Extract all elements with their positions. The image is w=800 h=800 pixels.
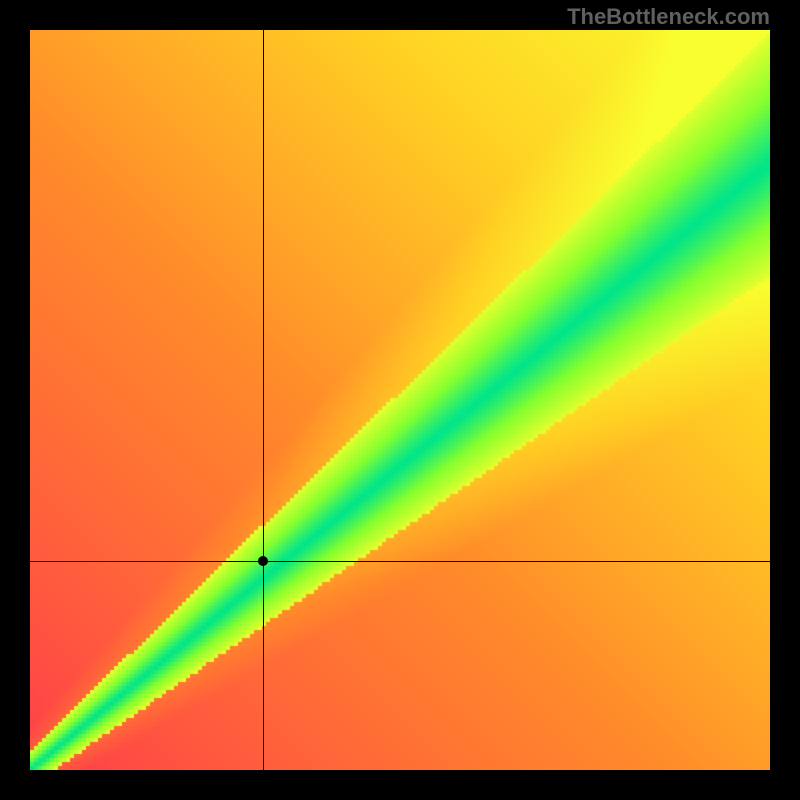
marker-dot bbox=[258, 556, 268, 566]
heatmap-canvas bbox=[30, 30, 770, 770]
crosshair-horizontal bbox=[30, 561, 770, 562]
crosshair-vertical bbox=[263, 30, 264, 770]
watermark-text: TheBottleneck.com bbox=[567, 4, 770, 30]
plot-area bbox=[30, 30, 770, 770]
